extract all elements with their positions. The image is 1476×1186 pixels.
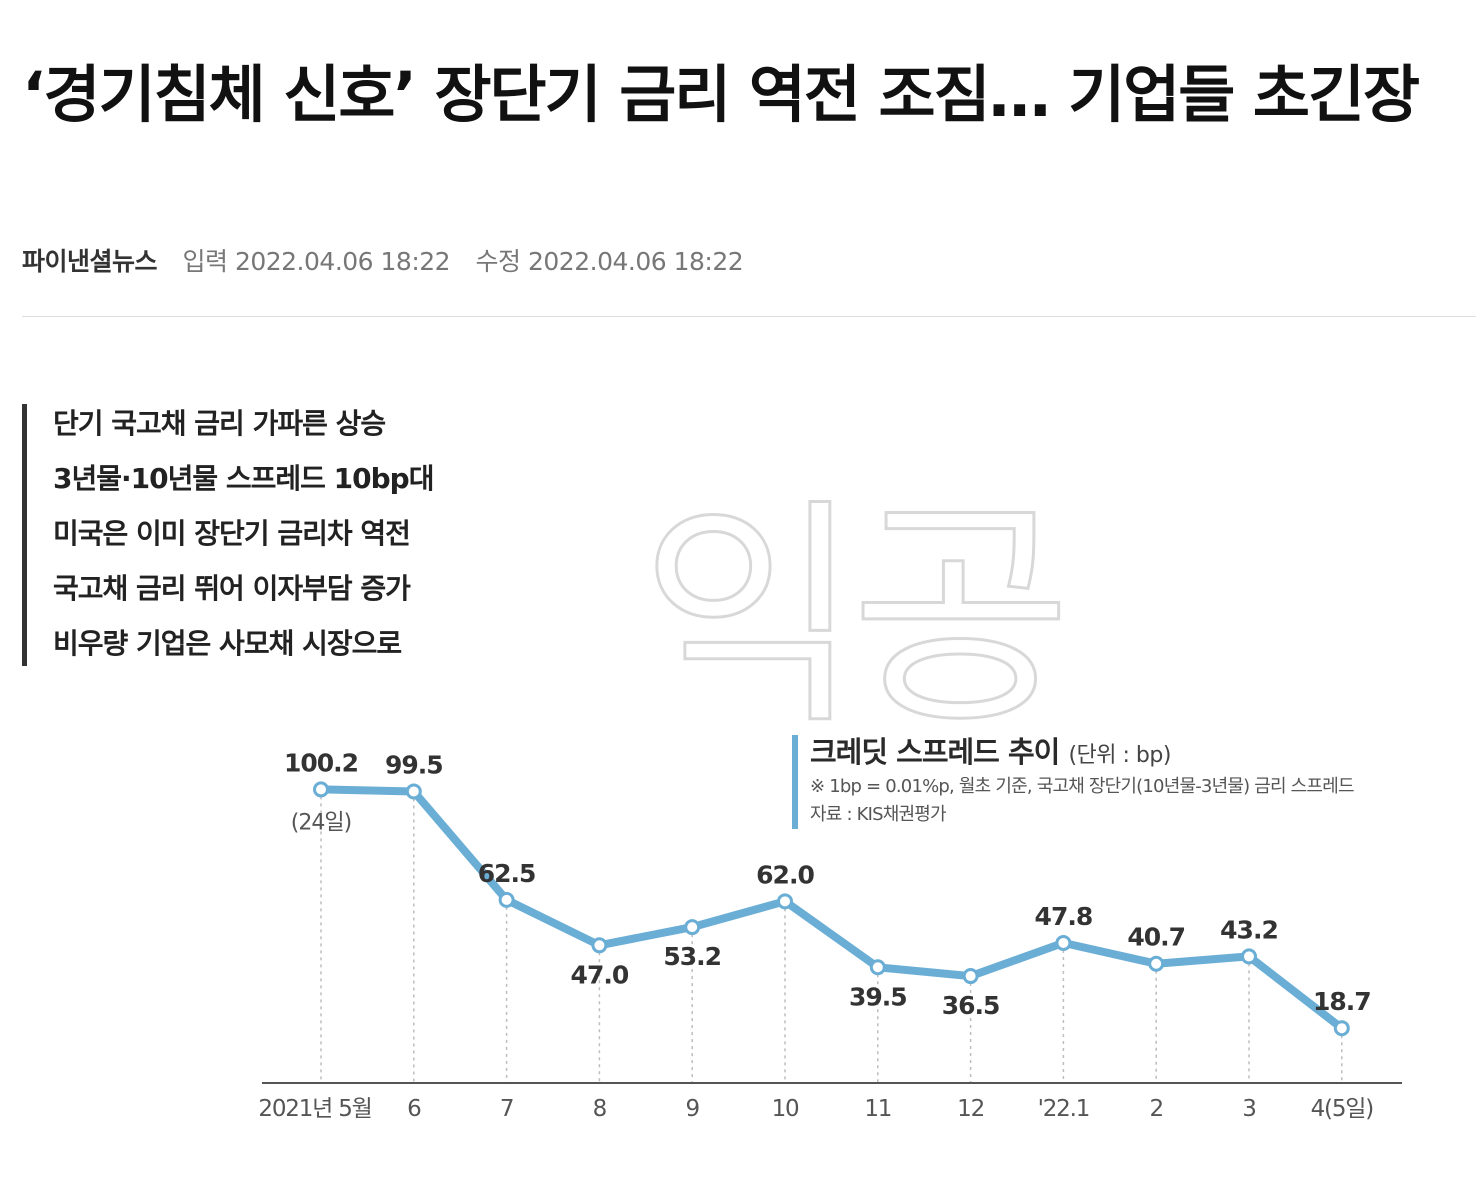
tick-label: 3 bbox=[1242, 1096, 1255, 1122]
byline: 파이낸셜뉴스 입력 2022.04.06 18:22 수정 2022.04.06… bbox=[22, 242, 761, 278]
data-label: 39.5 bbox=[849, 982, 907, 1011]
data-point bbox=[1055, 934, 1072, 951]
data-point bbox=[405, 783, 422, 800]
legend-title: 크레딧 스프레드 추이 (단위 : bp) bbox=[810, 735, 1171, 769]
data-point bbox=[313, 781, 329, 798]
tick-label: 2 bbox=[1149, 1096, 1162, 1122]
divider bbox=[22, 316, 1476, 317]
data-label: 47.8 bbox=[1035, 902, 1093, 931]
data-label: 62.5 bbox=[478, 859, 536, 888]
tick-label: 9 bbox=[685, 1096, 699, 1122]
tick-label: 11 bbox=[864, 1096, 891, 1122]
data-point bbox=[1333, 1020, 1350, 1037]
tick-label: 2021년 5월 bbox=[258, 1096, 371, 1122]
data-label: 53.2 bbox=[663, 942, 721, 971]
article-headline: ‘경기침체 신호’ 장단기 금리 역전 조짐… 기업들 초긴장 bbox=[22, 58, 1420, 131]
modified-timestamp: 수정 2022.04.06 18:22 bbox=[475, 247, 744, 276]
tick-label: 12 bbox=[957, 1096, 984, 1122]
summary-item: 비우량 기업은 사모채 시장으로 bbox=[53, 627, 402, 660]
point-note: (24일) bbox=[291, 810, 351, 835]
news-source[interactable]: 파이낸셜뉴스 bbox=[22, 247, 158, 276]
legend-unit: (단위 : bp) bbox=[1068, 743, 1171, 768]
data-point bbox=[498, 891, 515, 908]
tick-label: 6 bbox=[407, 1096, 421, 1122]
data-point bbox=[684, 919, 701, 936]
data-point bbox=[777, 893, 793, 910]
tick-label: 7 bbox=[500, 1096, 513, 1122]
data-label: 47.0 bbox=[571, 960, 629, 989]
data-label: 43.2 bbox=[1220, 915, 1278, 944]
summary-item: 단기 국고채 금리 가파른 상승 bbox=[53, 407, 386, 440]
data-label: 18.7 bbox=[1313, 987, 1371, 1016]
data-label: 36.5 bbox=[942, 991, 1000, 1020]
data-label: 99.5 bbox=[385, 750, 443, 779]
input-timestamp: 입력 2022.04.06 18:22 bbox=[182, 247, 451, 276]
tick-label: '22.1 bbox=[1038, 1096, 1090, 1122]
watermark-logo: 익공 bbox=[640, 477, 1062, 757]
series-line bbox=[317, 785, 1346, 1033]
summary-item: 3년물·10년물 스프레드 10bp대 bbox=[53, 462, 434, 495]
data-point bbox=[869, 959, 886, 976]
legend-note: ※ 1bp = 0.01%p, 월초 기준, 국고채 장단기(10년물-3년물)… bbox=[810, 776, 1355, 797]
chart-legend: 크레딧 스프레드 추이 (단위 : bp) ※ 1bp = 0.01%p, 월초… bbox=[792, 735, 1470, 829]
data-label: 62.0 bbox=[756, 860, 814, 889]
data-point bbox=[1148, 955, 1165, 972]
data-point bbox=[1241, 948, 1257, 965]
tick-label: 8 bbox=[593, 1096, 607, 1122]
summary-item: 국고채 금리 뛰어 이자부담 증가 bbox=[53, 572, 411, 605]
legend-source: 자료 : KIS채권평가 bbox=[810, 804, 947, 825]
data-point bbox=[962, 968, 979, 985]
article-summary: 단기 국고채 금리 가파른 상승 3년물·10년물 스프레드 10bp대 미국은… bbox=[22, 404, 462, 666]
data-point bbox=[591, 937, 608, 954]
data-label: 100.2 bbox=[284, 748, 358, 777]
summary-item: 미국은 이미 장단기 금리차 역전 bbox=[53, 517, 411, 550]
tick-label: 4(5일) bbox=[1311, 1096, 1373, 1122]
tick-label: 10 bbox=[772, 1096, 799, 1122]
data-label: 40.7 bbox=[1127, 923, 1185, 952]
